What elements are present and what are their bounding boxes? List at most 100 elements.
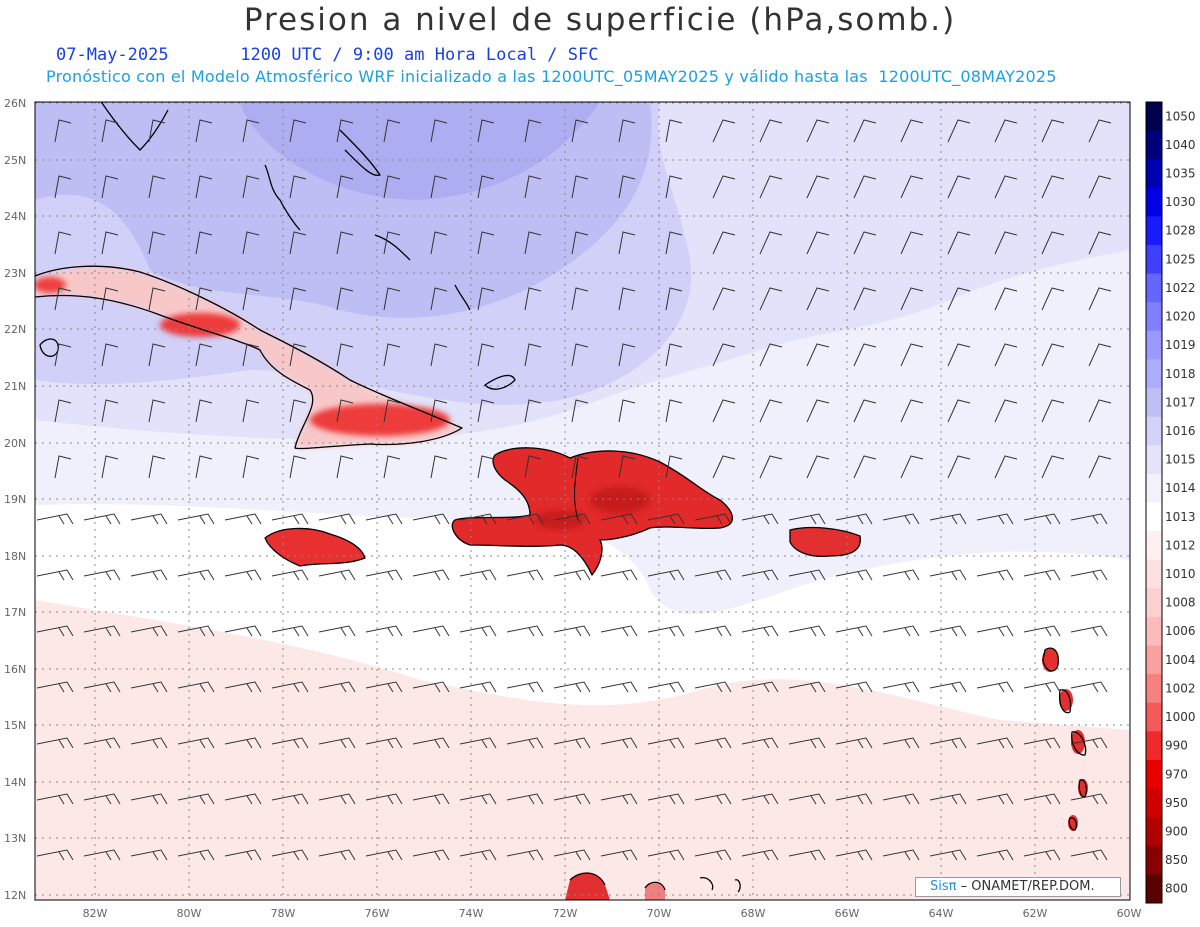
colorbar-label: 1018 (1165, 367, 1196, 381)
colorbar-swatch (1146, 502, 1162, 532)
wind-barb (900, 399, 924, 423)
wind-barb (271, 569, 309, 581)
wind-barb (54, 399, 72, 423)
wind-barb (83, 737, 121, 749)
wind-barb (618, 175, 636, 199)
wind-barb (618, 455, 636, 479)
wind-barb (882, 793, 920, 805)
lon-tick-label: 80W (177, 907, 202, 920)
wind-barb (412, 793, 450, 805)
wind-barb (759, 455, 783, 479)
wind-barb (130, 569, 168, 581)
wind-barb (647, 625, 685, 637)
wind-barb (130, 625, 168, 637)
colorbar-swatch (1146, 731, 1162, 761)
wind-barb (600, 849, 638, 861)
wind-barb (318, 849, 356, 861)
lat-tick-label: 16N (4, 663, 26, 676)
lat-tick-label: 17N (4, 606, 26, 619)
lat-tick-label: 20N (4, 437, 26, 450)
lat-tick-label: 24N (4, 210, 26, 223)
wind-barb (929, 737, 967, 749)
wind-barb (271, 681, 309, 693)
wind-barb (365, 569, 403, 581)
wind-barb (665, 175, 683, 199)
colorbar-swatch (1146, 245, 1162, 275)
colorbar-label: 990 (1165, 739, 1188, 753)
wind-barb (336, 119, 354, 143)
wind-barb (994, 399, 1018, 423)
wind-barb (477, 343, 495, 367)
wind-barb (83, 513, 121, 525)
wind-barb (383, 399, 401, 423)
wind-barb (976, 793, 1014, 805)
wind-barb (524, 343, 542, 367)
st-vincent-coast (1068, 817, 1077, 831)
wind-barb (1023, 681, 1061, 693)
wind-barb (101, 399, 119, 423)
wind-barb (665, 343, 683, 367)
wind-barb (741, 793, 779, 805)
wind-barb (383, 119, 401, 143)
wind-barb (336, 455, 354, 479)
valid-time-line: 07-May-2025 1200 UTC / 9:00 am Hora Loca… (56, 45, 598, 65)
wind-barb (900, 231, 924, 255)
wind-barb (54, 455, 72, 479)
wind-barb (459, 793, 497, 805)
wind-barb (994, 343, 1018, 367)
credit-text: – ONAMET/REP.DOM. (956, 879, 1095, 894)
map-grid (35, 102, 1130, 900)
colorbar-swatch (1146, 102, 1162, 132)
wind-barb (994, 175, 1018, 199)
wind-barb (36, 793, 74, 805)
wind-barb (571, 399, 589, 423)
wind-barb (430, 175, 448, 199)
wind-barb (553, 681, 591, 693)
wind-barb (336, 231, 354, 255)
wind-barb (1070, 793, 1108, 805)
wind-barb (83, 569, 121, 581)
wind-barb (365, 681, 403, 693)
wind-barb (101, 287, 119, 311)
lat-tick-label: 25N (4, 154, 26, 167)
map-title: Presion a nivel de superficie (hPa,somb.… (243, 2, 957, 38)
hispaniola-coast (451, 447, 734, 576)
guadeloupe-coast (1042, 647, 1059, 672)
wind-barb (600, 737, 638, 749)
wind-barbs (36, 119, 1112, 861)
wind-barb (289, 287, 307, 311)
wind-barb (788, 737, 826, 749)
wind-barb (177, 625, 215, 637)
wind-barb (741, 513, 779, 525)
wind-barb (741, 681, 779, 693)
wind-barb (177, 569, 215, 581)
wind-barb (130, 513, 168, 525)
wind-barb (224, 681, 262, 693)
wind-barb (1041, 399, 1065, 423)
wind-barb (336, 287, 354, 311)
wind-barb (524, 175, 542, 199)
wind-barb (101, 231, 119, 255)
wind-barb (430, 231, 448, 255)
lon-tick-label: 74W (459, 907, 484, 920)
lon-tick-label: 72W (553, 907, 578, 920)
wind-barb (271, 737, 309, 749)
wind-barb (101, 343, 119, 367)
wind-barb (694, 793, 732, 805)
wind-barb (365, 793, 403, 805)
wind-barb (976, 849, 1014, 861)
wind-barb (1070, 513, 1108, 525)
wind-barb (900, 343, 924, 367)
wind-barb (242, 399, 260, 423)
lon-tick-label: 62W (1023, 907, 1048, 920)
wind-barb (759, 399, 783, 423)
wind-barb (712, 119, 736, 143)
lat-tick-label: 22N (4, 323, 26, 336)
wind-barb (553, 849, 591, 861)
puerto-rico-coast (789, 526, 861, 558)
wind-barb (553, 737, 591, 749)
forecast-time-info: 1200 UTC / 9:00 am Hora Local / SFC (240, 45, 599, 65)
colorbar-label: 800 (1165, 882, 1188, 896)
wind-barb (477, 119, 495, 143)
colorbar-swatch (1146, 788, 1162, 818)
